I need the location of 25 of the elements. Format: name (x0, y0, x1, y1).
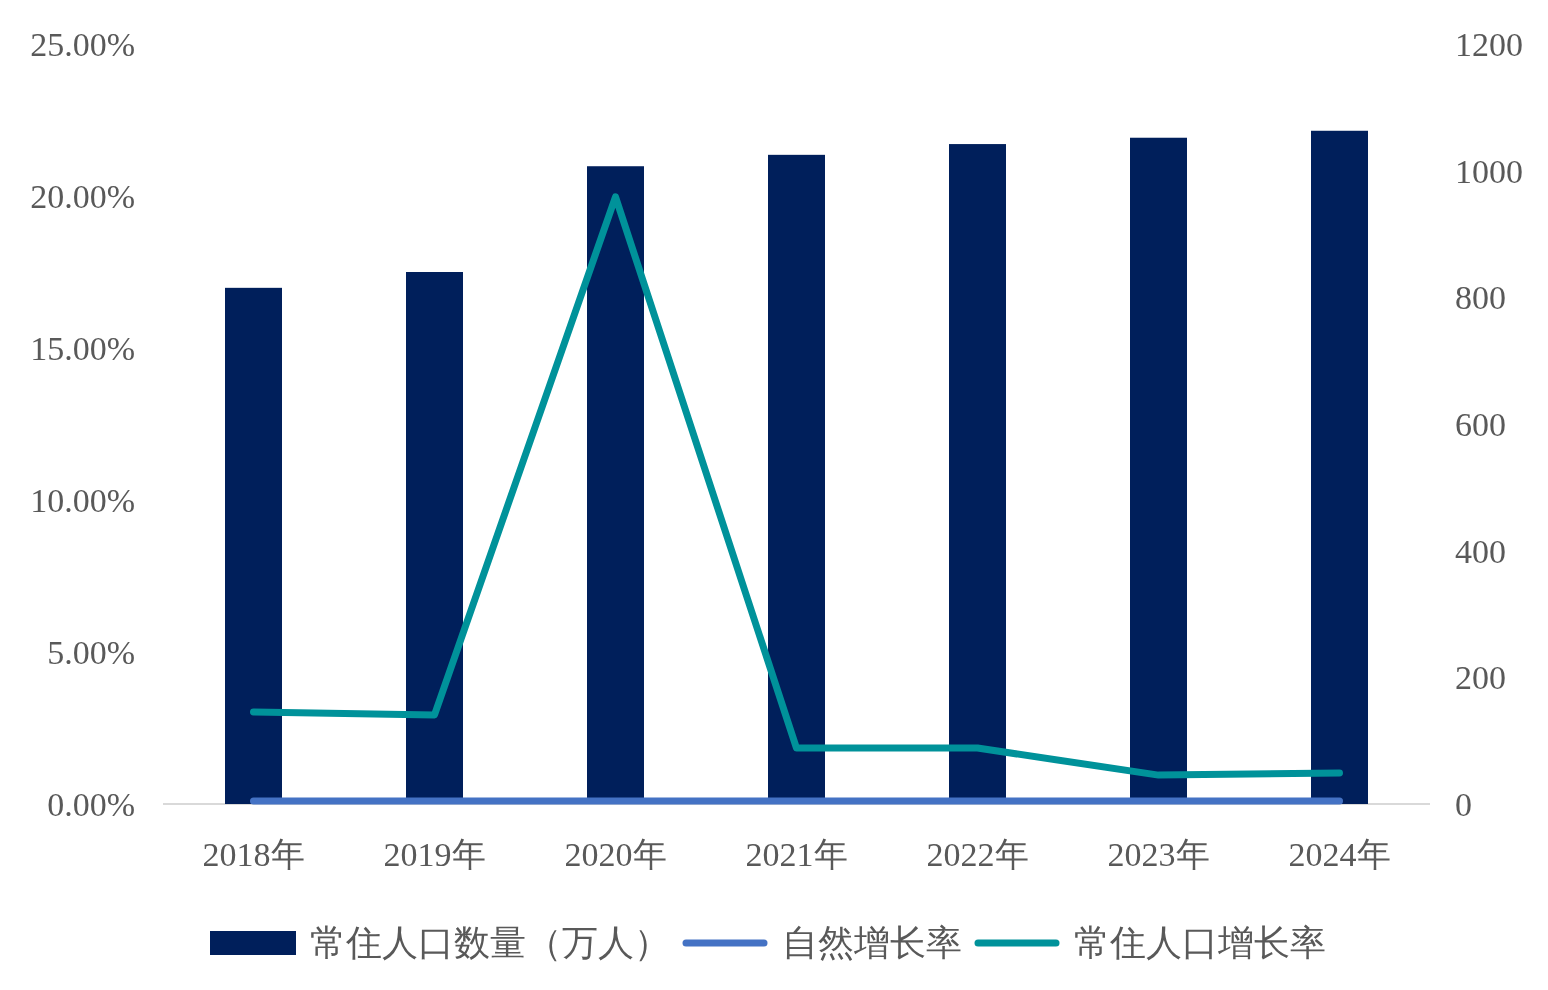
legend-label: 自然增长率 (782, 923, 962, 963)
x-tick-label: 2019年 (383, 836, 486, 873)
legend-label: 常住人口增长率 (1074, 923, 1326, 963)
y2-tick-label: 1200 (1455, 26, 1523, 63)
y-tick-label: 10.00% (30, 482, 135, 519)
y-tick-label: 5.00% (47, 634, 135, 671)
y2-tick-label: 400 (1455, 532, 1506, 570)
x-tick-label: 2023年 (1107, 836, 1210, 873)
y2-tick-label: 1000 (1455, 152, 1523, 190)
x-tick-label: 2024年 (1288, 836, 1391, 873)
y2-tick-label: 800 (1455, 279, 1506, 317)
y2-tick-label: 200 (1455, 659, 1506, 697)
y-tick-label: 0.00% (47, 786, 135, 823)
bar (1311, 130, 1368, 804)
bar (225, 287, 282, 804)
x-tick-label: 2020年 (564, 836, 667, 873)
legend-label: 常住人口数量（万人） (310, 923, 670, 963)
y-tick-label: 15.00% (30, 330, 135, 367)
x-tick-label: 2022年 (926, 836, 1029, 873)
x-tick-label: 2021年 (745, 836, 848, 873)
y2-tick-label: 0 (1455, 786, 1472, 823)
y-tick-label: 20.00% (30, 178, 135, 215)
x-tick-label: 2018年 (202, 836, 305, 873)
y-tick-label: 25.00% (30, 26, 135, 63)
y2-tick-label: 600 (1455, 406, 1506, 443)
